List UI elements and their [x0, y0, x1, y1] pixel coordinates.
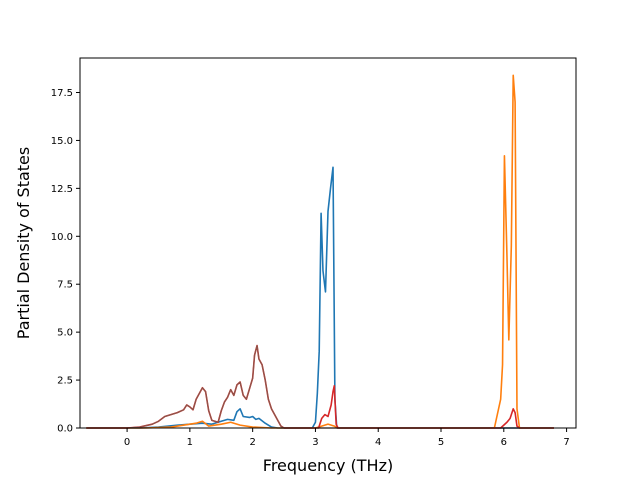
- x-tick-label: 6: [501, 437, 507, 448]
- y-tick-label: 15.0: [51, 136, 73, 147]
- y-tick-label: 7.5: [57, 280, 73, 291]
- y-tick-label: 17.5: [51, 88, 73, 99]
- plot-frame: [79, 57, 577, 429]
- plot-area: [80, 58, 576, 428]
- x-tick-label: 3: [312, 437, 318, 448]
- x-axis-ticks: 0 1 2 3 4 5 6 7: [124, 428, 570, 448]
- y-tick-label: 5.0: [57, 328, 73, 339]
- x-tick-label: 2: [249, 437, 255, 448]
- x-tick-label: 1: [187, 437, 193, 448]
- y-tick-label: 10.0: [51, 232, 73, 243]
- x-tick-label: 5: [438, 437, 444, 448]
- y-tick-label: 0.0: [57, 424, 73, 435]
- y-tick-label: 12.5: [51, 184, 73, 195]
- x-tick-label: 0: [124, 437, 130, 448]
- series-line-4: [86, 344, 555, 429]
- series-layer: [86, 74, 555, 429]
- y-tick-label: 2.5: [57, 376, 73, 387]
- series-line-2: [86, 74, 555, 429]
- y-axis-label: Partial Density of States: [14, 147, 33, 339]
- x-axis-label: Frequency (THz): [263, 456, 393, 475]
- y-axis-ticks: 0.0 2.5 5.0 7.5 10.0 12.5 15.0 17.5: [51, 88, 80, 435]
- x-tick-label: 7: [563, 437, 569, 448]
- x-tick-label: 4: [375, 437, 381, 448]
